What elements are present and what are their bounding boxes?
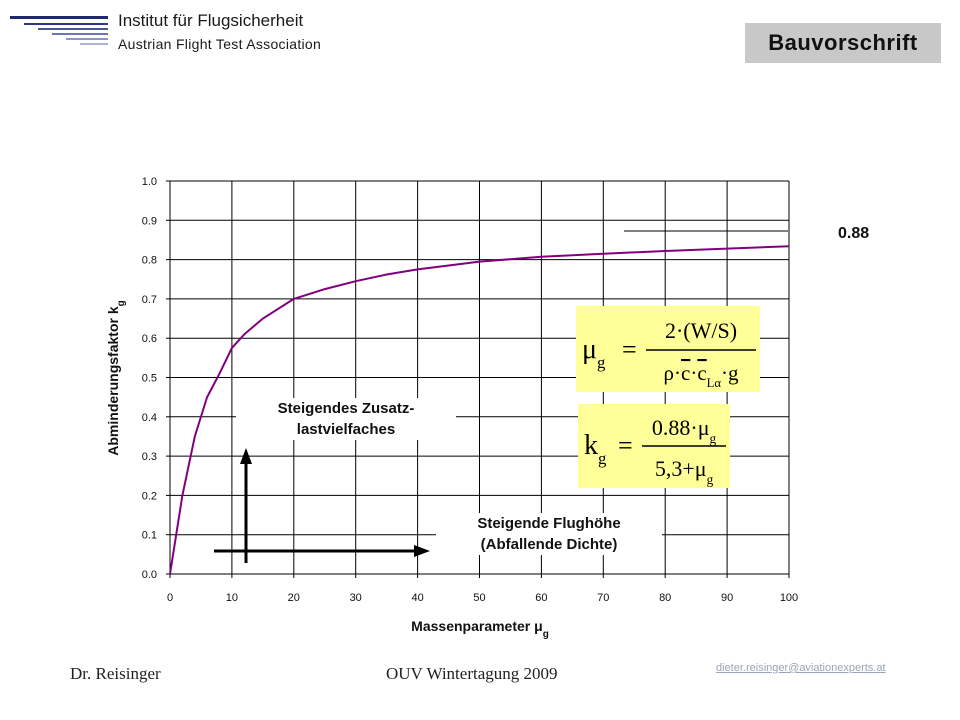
org-name: Institut für Flugsicherheit [118, 11, 304, 30]
annotation-load-factor-line2: lastvielfaches [296, 421, 396, 438]
x-tick-label: 70 [597, 592, 609, 604]
x-tick-label: 90 [721, 592, 733, 604]
x-tick-label: 20 [288, 592, 300, 604]
formula-k-g-svg: kg​ = 0.88·μg​ 5,3+μg​ [584, 415, 726, 487]
formula-mu-g-svg: μg​ = 2·(W/S) ρ·c·cLα​·g [582, 318, 756, 390]
x-tick-label: 50 [473, 592, 485, 604]
x-tick-labels: 0 10 20 30 40 50 60 70 80 90 100 [167, 592, 798, 604]
annotation-load-factor-line1: Steigendes Zusatz- [277, 400, 415, 417]
series-line-kg [169, 245, 790, 575]
x-tick-label: 30 [350, 592, 362, 604]
x-tick-label: 60 [535, 592, 547, 604]
y-tick-label: 0.0 [142, 569, 157, 581]
logo-lines-icon [10, 16, 108, 45]
footer-event: OUV Wintertagung 2009 [386, 664, 558, 683]
formula-k-g: kg​ = 0.88·μg​ 5,3+μg​ [578, 404, 730, 488]
formula-mu-g: μg​ = 2·(W/S) ρ·c·cLα​·g [576, 306, 760, 392]
x-tick-label: 100 [780, 592, 798, 604]
svg-text:=: = [618, 431, 633, 460]
y-tick-label: 0.1 [142, 530, 157, 542]
y-axis-label: Abminderungsfaktor kg [105, 300, 127, 455]
x-axis-label: Massenparameter μg [411, 618, 549, 640]
y-tick-label: 0.8 [142, 255, 157, 267]
y-tick-labels: 0.0 0.1 0.2 0.3 0.4 0.5 0.6 0.7 0.8 0.9 1.0 [142, 176, 157, 581]
footer-email-link[interactable]: dieter.reisinger@aviationexperts.at [716, 662, 886, 674]
x-tick-label: 0 [167, 592, 173, 604]
asymptote-label: 0.88 [838, 225, 869, 242]
y-tick-label: 0.6 [142, 333, 157, 345]
annotation-altitude-line2: (Abfallende Dichte) [480, 536, 618, 553]
formula-k-g-numerator: 0.88·μg​ [652, 415, 717, 446]
y-tick-label: 0.7 [142, 294, 157, 306]
y-tick-label: 0.2 [142, 490, 157, 502]
formula-mu-g-numerator: 2·(W/S) [665, 318, 737, 343]
y-tick-label: 0.9 [142, 215, 157, 227]
formula-k-g-denominator: 5,3+μg​ [655, 456, 714, 487]
annotation-altitude: Steigende Flughöhe (Abfallende Dichte) [436, 513, 662, 555]
y-tick-label: 0.3 [142, 451, 157, 463]
x-tick-label: 10 [226, 592, 238, 604]
annotation-load-factor: Steigendes Zusatz- lastvielfaches [236, 398, 456, 440]
footer-author: Dr. Reisinger [70, 664, 161, 683]
y-tick-label: 0.5 [142, 373, 157, 385]
y-tick-label: 1.0 [142, 176, 157, 188]
x-tick-label: 80 [659, 592, 671, 604]
section-badge: Bauvorschrift [745, 23, 941, 63]
arrow-right-head [414, 545, 430, 557]
formula-k-g-lhs: kg​ [584, 430, 607, 468]
arrow-up-head [240, 448, 252, 464]
svg-text:=: = [622, 335, 637, 364]
org-subtitle: Austrian Flight Test Association [118, 36, 322, 52]
formula-mu-g-lhs: μg​ [582, 334, 606, 372]
annotation-altitude-line1: Steigende Flughöhe [477, 515, 621, 532]
x-tick-label: 40 [411, 592, 423, 604]
y-tick-label: 0.4 [142, 412, 157, 424]
formula-mu-g-denominator: ρ·c·cLα​·g [664, 361, 739, 390]
